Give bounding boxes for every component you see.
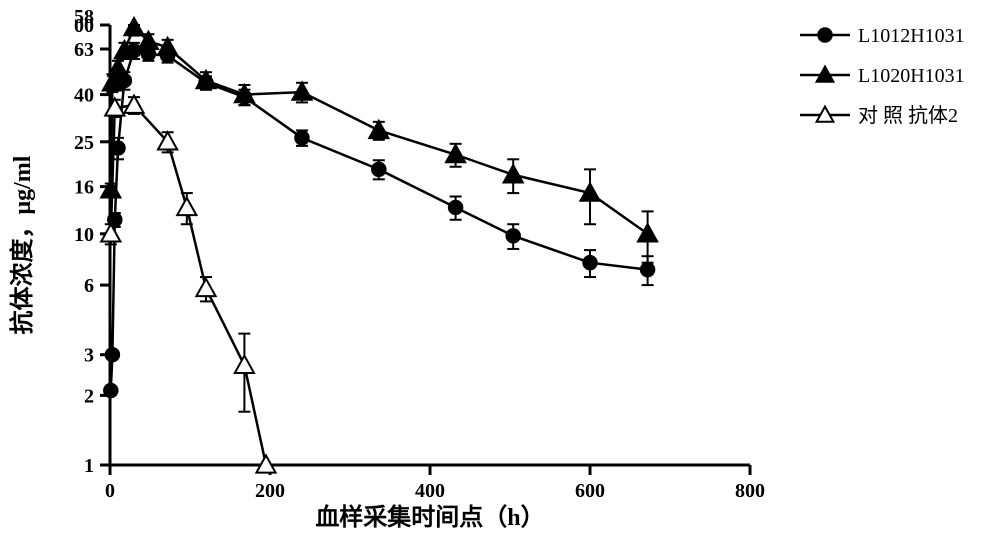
svg-text:3: 3 xyxy=(84,345,94,367)
svg-text:1: 1 xyxy=(84,455,94,477)
legend-item-label: L1020H1031 xyxy=(858,65,965,87)
svg-text:10: 10 xyxy=(74,224,94,246)
svg-text:2: 2 xyxy=(84,385,94,407)
svg-text:25: 25 xyxy=(74,132,94,154)
series-line xyxy=(111,51,648,391)
x-axis-label: 血样采集时间点（h） xyxy=(315,503,544,531)
chart-container: 0200400600800血样采集时间点（h）12361016254063005… xyxy=(0,0,1000,535)
svg-text:800: 800 xyxy=(735,480,765,502)
legend-item-label: 对 照 抗体2 xyxy=(858,104,958,127)
legend-item-label: L1012H1031 xyxy=(858,25,965,47)
svg-text:16: 16 xyxy=(74,177,94,199)
svg-text:0: 0 xyxy=(105,480,115,502)
svg-text:58: 58 xyxy=(74,6,94,28)
y-axis-label: 抗体浓度，μg/ml xyxy=(8,155,36,334)
svg-text:200: 200 xyxy=(255,480,285,502)
svg-text:40: 40 xyxy=(74,85,94,107)
svg-text:600: 600 xyxy=(575,480,605,502)
svg-text:63: 63 xyxy=(74,39,94,61)
pk-chart: 0200400600800血样采集时间点（h）12361016254063005… xyxy=(0,0,1000,535)
svg-text:6: 6 xyxy=(84,275,94,297)
svg-text:400: 400 xyxy=(415,480,445,502)
